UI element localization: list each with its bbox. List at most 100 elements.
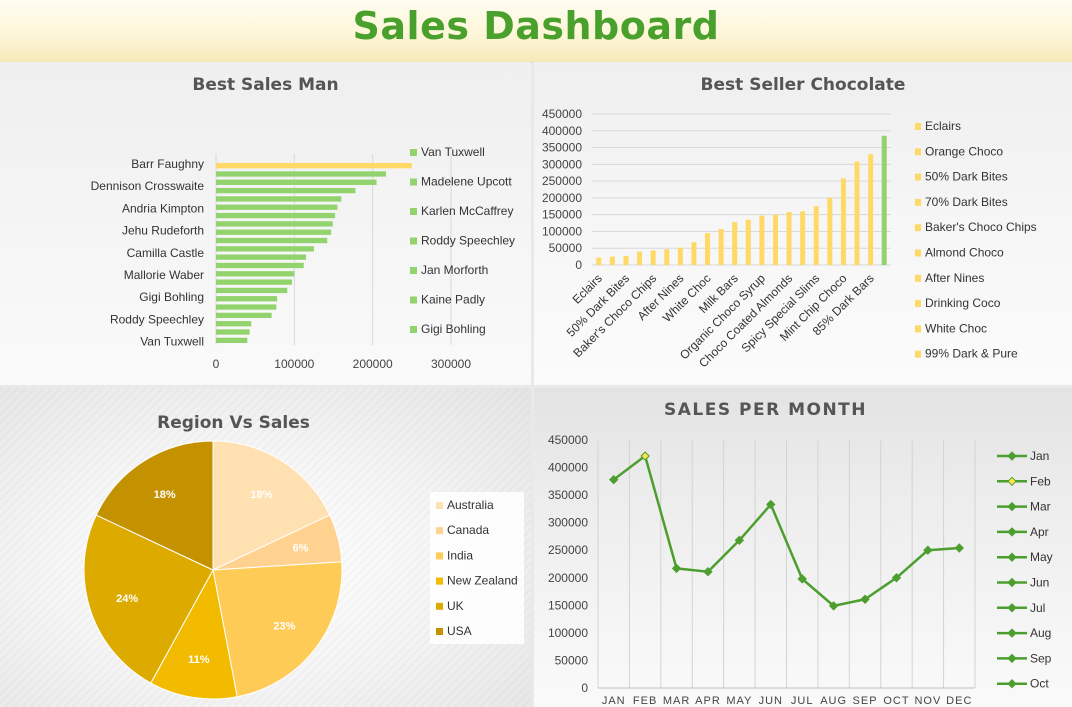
x-tick-label: JUN [759,695,783,707]
bar [216,163,412,169]
bar [216,212,336,219]
bar [772,214,778,265]
best-seller-chocolate-panel: Best Seller Chocolate 0 50000 100000 150000… [534,62,1072,385]
data-point-marker [703,567,713,577]
bar [800,211,806,265]
bar [691,242,697,265]
legend-label: Jan Morforth [421,263,488,277]
y-tick-label: 150000 [548,598,588,612]
legend-swatch [915,123,921,130]
y-tick-label: 0 [575,258,582,272]
pie-value-label: 23% [273,620,295,632]
bar [216,187,356,194]
bar [216,196,342,202]
category-label: Van Tuxwell [140,335,204,349]
data-point-marker [797,574,807,584]
bar [745,219,751,265]
legend-marker [1007,527,1017,537]
bar [759,215,765,265]
legend-swatch [436,602,443,610]
legend-swatch [410,178,417,186]
bar [216,296,278,302]
legend-label: Jun [1030,576,1049,590]
legend-swatch [915,300,921,308]
legend-label: USA [447,624,472,638]
region-vs-sales-panel: Region Vs Sales 18% 6% 23% 11% 24% 18% Austral… [0,388,531,707]
bar [216,221,333,227]
region-vs-sales-chart: 18% 6% 23% 11% 24% 18% Australia Canada India New… [83,440,524,700]
legend-swatch [915,325,921,333]
legend-swatch [915,274,921,282]
bar [216,179,377,185]
sales-per-month-title: SALES PER MONTH [663,400,867,420]
legend-swatch [915,249,921,257]
bar [881,135,887,265]
x-tick-label: AUG [820,695,847,707]
data-point-marker [734,535,745,546]
pie-value-label: 18% [250,489,272,501]
legend-background [430,492,524,644]
x-tick-label: 300000 [431,357,471,371]
category-label: Dennison Crosswaite [91,179,205,193]
legend-label: Madelene Upcott [421,175,512,189]
x-tick-label: NOV [914,695,941,707]
y-tick-label: 300000 [542,157,582,171]
bar [786,211,792,265]
bar [650,250,656,265]
legend-label: Feb [1030,474,1051,488]
legend-label: 70% Dark Bites [925,195,1008,209]
x-tick-label: JUL [791,695,814,707]
legend-label: White Choc [925,321,987,335]
y-tick-label: 400000 [548,461,588,475]
bar [216,204,338,210]
legend-swatch [410,326,417,333]
legend-marker [1007,628,1017,638]
legend-marker [1007,653,1017,664]
legend-marker [1007,501,1017,512]
bar [216,171,386,177]
legend-swatch [410,149,417,156]
bar [705,233,711,265]
y-tick-label: 350000 [542,141,582,155]
bar [596,257,602,265]
bar [216,237,328,244]
legend-swatch [410,296,417,304]
sales-per-month-chart: 0 50000 100000 150000 200000 250000 300000 3500… [548,433,1053,707]
y-tick-label: 250000 [542,174,582,188]
pie-value-label: 18% [154,489,176,501]
legend-marker [1007,577,1017,588]
data-point-marker [954,543,964,553]
legend-swatch [915,224,921,232]
legend-label: Eclairs [925,119,961,133]
y-tick-label: 450000 [548,433,588,447]
category-label: Andria Kimpton [122,201,204,215]
best-sales-man-title: Best Sales Man [192,75,339,95]
pie-value-label: 11% [188,654,210,666]
best-sales-man-chart: 0 100000 200000 300000 Barr Faughny Dennison … [91,145,515,371]
bar [854,161,860,265]
legend-swatch [410,208,417,215]
bar [623,255,629,265]
legend-marker [1007,451,1017,461]
data-point-marker [640,451,650,461]
bar [732,222,738,265]
legend-label: After Nines [925,271,984,285]
bar [216,271,295,277]
bar [216,279,292,285]
bar [868,154,874,265]
legend-swatch [410,237,417,245]
legend-label: India [447,548,473,562]
category-label: Barr Faughny [131,157,204,171]
legend-marker [1007,603,1017,613]
legend-label: Drinking Coco [925,296,1001,310]
y-tick-label: 450000 [542,107,582,121]
x-tick-label: 0 [213,357,220,371]
x-tick-label: FEB [633,695,657,707]
legend-label: 99% Dark & Pure [925,347,1018,361]
data-point-marker [609,474,619,485]
legend-marker [1007,678,1017,689]
data-point-marker [671,563,682,574]
sales-per-month-panel: SALES PER MONTH 0 50000 100000 150000 200000… [534,388,1072,707]
best-sales-man-panel: Best Sales Man 0 100000 200000 300000 Barr F… [0,62,531,385]
bar [216,337,248,343]
